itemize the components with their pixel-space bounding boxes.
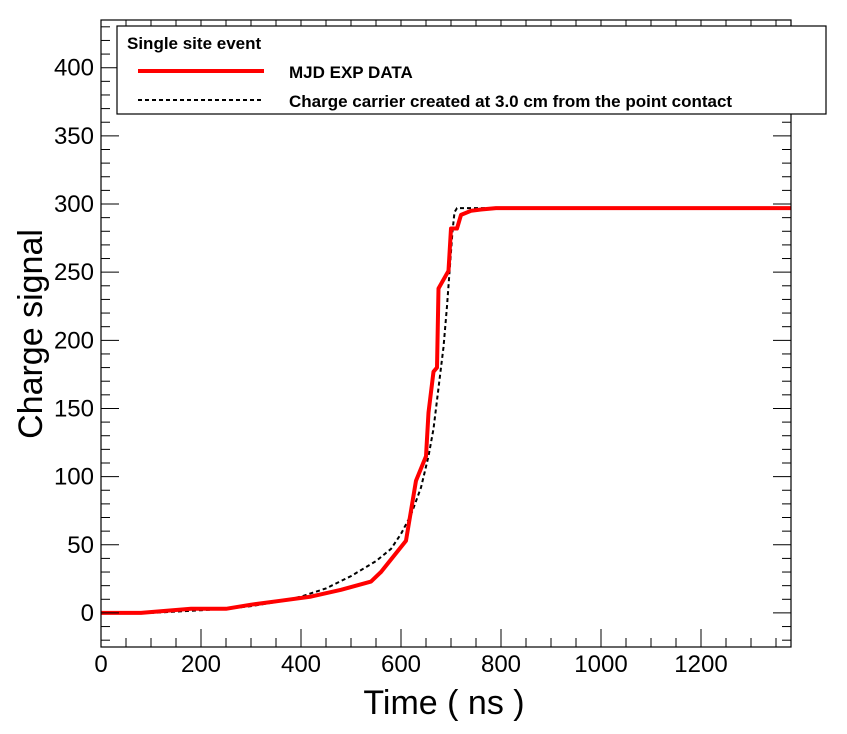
y-tick-label: 250 (54, 259, 94, 286)
y-tick-label: 100 (54, 464, 94, 491)
y-tick-label: 400 (54, 55, 94, 82)
x-tick-label: 400 (281, 651, 321, 678)
y-axis-ticks (101, 26, 791, 641)
x-tick-label: 800 (481, 651, 521, 678)
x-tick-label: 200 (181, 651, 221, 678)
x-tick-label: 1000 (574, 651, 627, 678)
legend: Single site event MJD EXP DATA Charge ca… (116, 25, 827, 115)
plot-frame (100, 19, 792, 648)
x-axis-title: Time ( ns ) (363, 684, 524, 722)
y-tick-label: 300 (54, 191, 94, 218)
y-tick-label: 150 (54, 395, 94, 422)
y-tick-label: 0 (81, 600, 94, 627)
x-axis-tick-labels: 0 200 400 600 800 1000 1200 (94, 651, 727, 678)
plot-lines (101, 206, 791, 615)
legend-label-simulation: Charge carrier created at 3.0 cm from th… (289, 92, 732, 111)
y-axis-tick-labels: 0 50 100 150 200 250 300 350 400 (54, 55, 94, 627)
legend-label-exp-data: MJD EXP DATA (289, 63, 413, 82)
y-tick-label: 350 (54, 123, 94, 150)
x-tick-label: 600 (381, 651, 421, 678)
series-line-0 (101, 206, 791, 615)
x-tick-label: 1200 (674, 651, 727, 678)
y-tick-label: 200 (54, 327, 94, 354)
x-tick-label: 0 (94, 651, 107, 678)
y-axis-title: Charge signal (12, 229, 50, 439)
series-line-1 (101, 207, 601, 614)
legend-header: Single site event (127, 34, 261, 53)
y-tick-label: 50 (67, 532, 94, 559)
